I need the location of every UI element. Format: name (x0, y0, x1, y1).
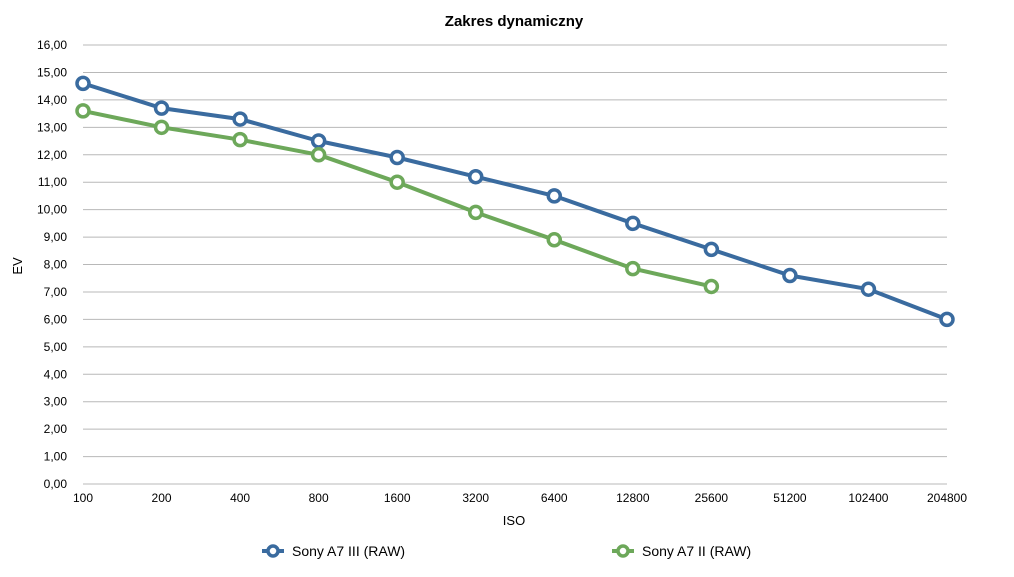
x-tick-label: 800 (309, 491, 329, 505)
series-group (75, 75, 955, 328)
y-tick-label: 10,00 (37, 203, 67, 217)
y-tick-label: 15,00 (37, 65, 67, 79)
data-point (75, 103, 91, 119)
y-tick-label: 0,00 (44, 477, 68, 491)
legend-label: Sony A7 II (RAW) (642, 543, 751, 559)
x-tick-label: 51200 (773, 491, 807, 505)
x-tick-label: 100 (73, 491, 93, 505)
gridlines (83, 44, 947, 485)
x-tick-label: 102400 (848, 491, 888, 505)
y-axis-ticks: 0,00 1,00 2,00 3,00 4,00 5,00 6,00 7,00 8,00 9,00… (37, 38, 67, 491)
legend-item: Sony A7 II (RAW) (612, 543, 751, 559)
y-tick-label: 7,00 (44, 285, 68, 299)
data-point (860, 281, 877, 297)
series-line (81, 108, 714, 289)
x-tick-label: 6400 (541, 491, 568, 505)
y-tick-label: 12,00 (37, 148, 67, 162)
data-point (310, 147, 327, 163)
y-tick-label: 3,00 (44, 395, 68, 409)
data-point (467, 168, 484, 185)
data-point (389, 174, 405, 190)
x-tick-label: 1600 (384, 491, 411, 505)
x-tick-label: 200 (152, 491, 172, 505)
data-point (782, 267, 798, 284)
y-axis-label: EV (10, 257, 25, 275)
series-line (81, 81, 949, 322)
x-tick-label: 12800 (616, 491, 650, 505)
legend-item: Sony A7 III (RAW) (262, 543, 405, 559)
y-tick-label: 14,00 (37, 93, 67, 107)
legend-label: Sony A7 III (RAW) (292, 543, 405, 559)
y-tick-label: 8,00 (44, 258, 68, 272)
data-point (153, 119, 170, 136)
data-point (232, 111, 248, 127)
data-point (310, 133, 327, 149)
data-point (625, 215, 641, 232)
data-point (939, 311, 955, 328)
y-tick-label: 11,00 (38, 175, 67, 189)
y-tick-label: 1,00 (44, 450, 68, 464)
y-tick-label: 13,00 (37, 120, 67, 134)
data-point (389, 149, 405, 166)
data-point (703, 278, 720, 295)
legend: Sony A7 III (RAW) Sony A7 II (RAW) (262, 543, 751, 559)
y-tick-label: 5,00 (44, 340, 68, 354)
x-tick-label: 3200 (462, 491, 489, 505)
y-tick-label: 16,00 (37, 38, 67, 52)
data-point (75, 75, 91, 92)
x-tick-label: 25600 (695, 491, 729, 505)
legend-marker (266, 544, 280, 558)
data-point (153, 100, 170, 116)
chart-title: Zakres dynamiczny (445, 13, 584, 30)
x-tick-label: 204800 (927, 491, 967, 505)
y-tick-label: 9,00 (44, 230, 68, 244)
data-point (232, 131, 248, 148)
y-tick-label: 4,00 (44, 367, 68, 381)
data-point (546, 188, 563, 204)
x-axis-label: ISO (503, 513, 525, 528)
data-point (703, 241, 720, 258)
x-tick-label: 400 (230, 491, 250, 505)
data-point (625, 260, 641, 277)
y-tick-label: 6,00 (44, 312, 68, 326)
data-point (467, 204, 484, 221)
series-2 (75, 103, 720, 295)
series-1 (75, 75, 955, 328)
x-axis-ticks: 100 200 400 800 1600 3200 6400 12800 25600 51200 1… (73, 491, 967, 505)
data-point (546, 232, 563, 248)
y-tick-label: 2,00 (44, 422, 68, 436)
legend-marker (616, 544, 630, 558)
